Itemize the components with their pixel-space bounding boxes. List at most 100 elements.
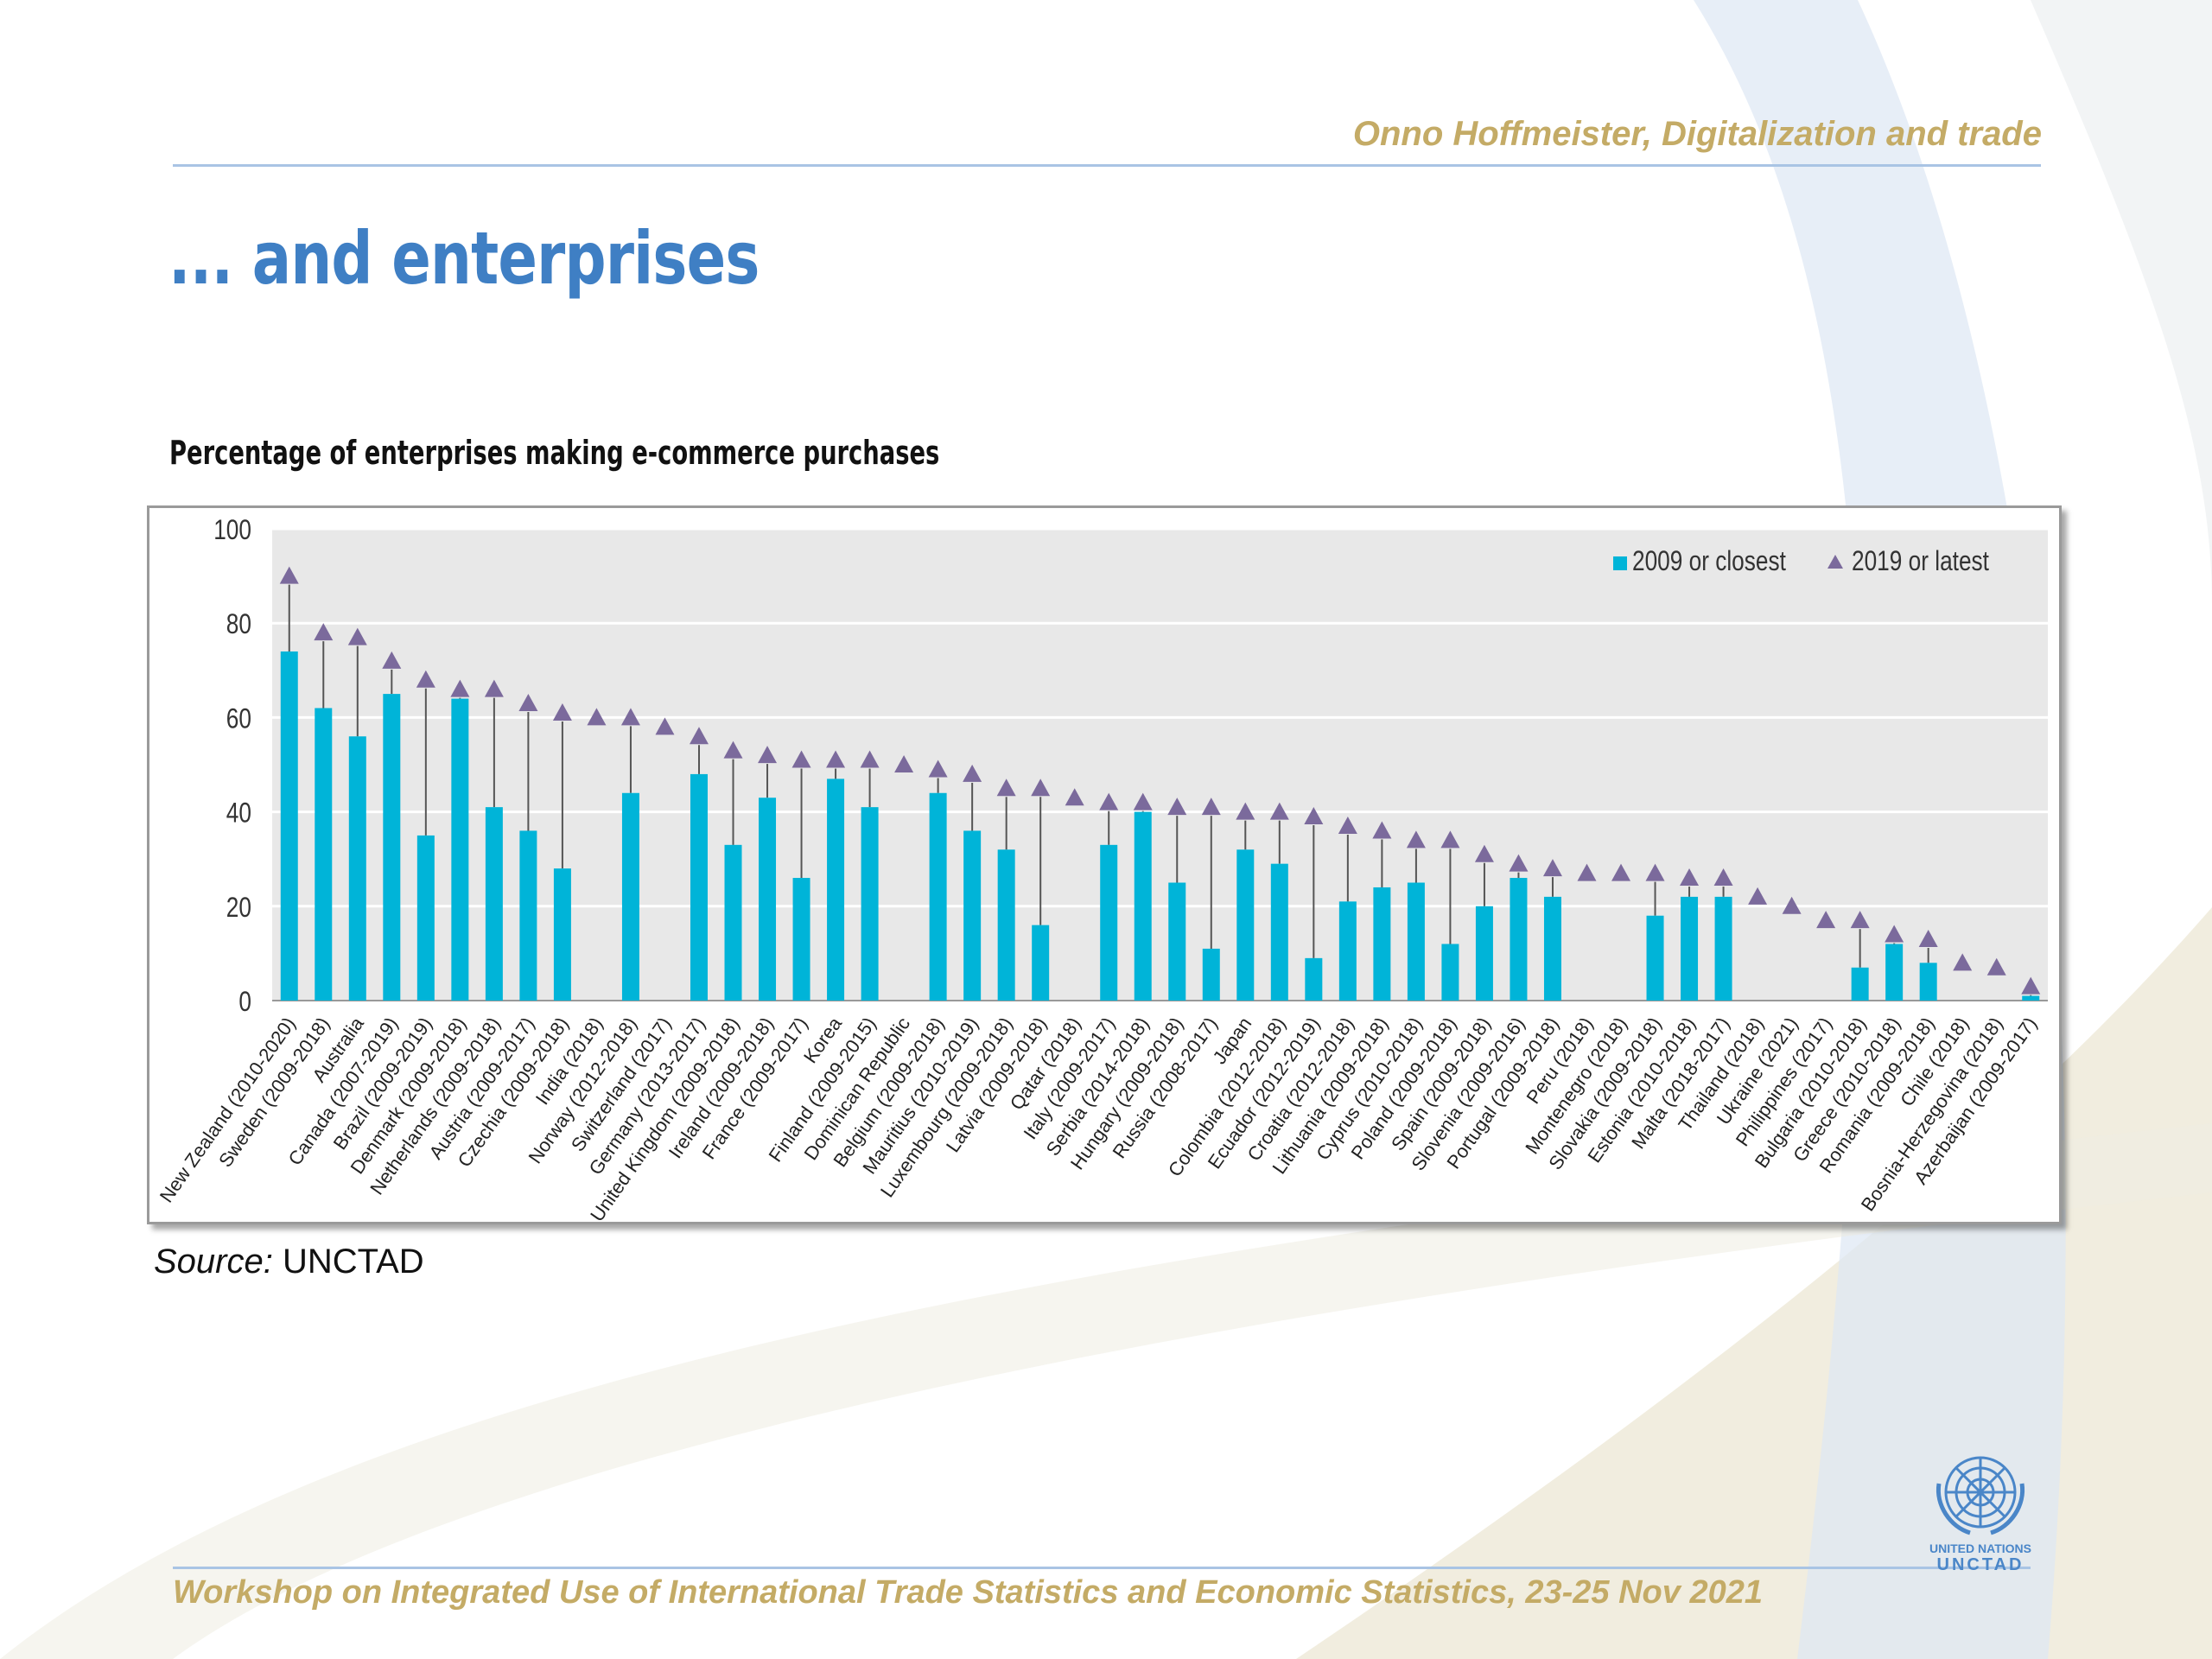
bar-2009: [1202, 948, 1220, 1001]
marker-2019: [723, 741, 743, 759]
source-note: Source: UNCTAD: [154, 1243, 424, 1281]
bar-2009: [963, 830, 982, 1001]
marker-2019: [1269, 802, 1289, 820]
bar-2009: [690, 773, 708, 1001]
marker-2019: [1986, 957, 2006, 976]
marker-2019: [1918, 930, 1938, 948]
marker-2019: [655, 717, 675, 735]
bar-2009: [1134, 811, 1152, 1001]
chart-frame: 0 20 40 60 80 100 New Zealand (2010-2020) Swede…: [147, 505, 2062, 1224]
bar-2009: [724, 844, 742, 1001]
marker-2019: [1372, 821, 1392, 839]
bar-2009: [929, 792, 947, 1001]
marker-2019: [416, 670, 435, 688]
marker-2019: [1065, 788, 1084, 806]
bar-2009: [1681, 896, 1699, 1001]
marker-2019: [1953, 953, 1973, 971]
bar-2009: [1919, 963, 1937, 1001]
x-tick-label: New Zealand (2010-2020): [156, 1014, 300, 1207]
marker-2019: [1850, 911, 1870, 929]
y-tick-label: 60: [226, 704, 251, 734]
bar-2009: [383, 694, 401, 1001]
marker-2019: [314, 623, 334, 641]
un-logo-line1: UNITED NATIONS: [1929, 1541, 2031, 1555]
marker-2019: [996, 779, 1016, 797]
marker-2019: [1611, 863, 1631, 881]
bar-2009: [1373, 887, 1391, 1001]
y-tick-label: 80: [226, 610, 251, 640]
marker-2019: [758, 746, 778, 764]
bar-2009: [416, 835, 435, 1001]
marker-2019: [928, 760, 948, 778]
bar-2009: [1510, 878, 1528, 1001]
bar-2009: [1270, 863, 1288, 1001]
marker-2019: [963, 764, 982, 782]
bar-2009: [1885, 944, 1904, 1001]
bar-2009: [997, 849, 1015, 1001]
bar-2009: [348, 736, 366, 1001]
legend-label-2009: 2009 or closest: [1632, 547, 1786, 577]
marker-2019: [1782, 896, 1802, 914]
bar-2009: [1646, 915, 1664, 1001]
marker-2019: [1645, 863, 1665, 881]
y-tick-label: 0: [238, 988, 251, 1018]
marker-2019: [860, 750, 880, 768]
marker-2019: [826, 750, 846, 768]
marker-2019: [1474, 844, 1494, 862]
marker-2019: [450, 679, 470, 697]
marker-2019: [689, 727, 709, 745]
marker-2019: [587, 708, 607, 726]
marker-2019: [1713, 868, 1733, 887]
source-value: UNCTAD: [282, 1243, 424, 1281]
un-logo-line2: UNCTAD: [1937, 1555, 2024, 1574]
marker-2019: [1885, 925, 1904, 943]
marker-2019: [347, 627, 367, 645]
bar-2009: [792, 878, 810, 1001]
slide-title: ... and enterprises: [168, 216, 760, 301]
bar-2009: [827, 779, 845, 1001]
source-label: Source:: [154, 1243, 273, 1281]
marker-2019: [1201, 798, 1221, 816]
marker-2019: [484, 679, 504, 697]
marker-2019: [382, 651, 402, 669]
bar-2009: [1441, 944, 1459, 1001]
bar-2009: [1851, 967, 1869, 1001]
y-tick-label: 100: [213, 516, 251, 546]
legend-swatch-2009: [1613, 556, 1627, 570]
marker-2019: [1099, 792, 1119, 810]
marker-2019: [518, 694, 538, 712]
marker-2019: [1577, 863, 1597, 881]
bar-2009: [2022, 995, 2040, 1001]
bar-2009: [280, 651, 298, 1001]
marker-2019: [1304, 807, 1324, 825]
bar-2009: [315, 708, 333, 1001]
footer-divider: [173, 1567, 2031, 1569]
slide-author: Onno Hoffmeister, Digitalization and tra…: [1352, 115, 2042, 153]
marker-2019: [1748, 887, 1768, 905]
bar-2009: [759, 798, 777, 1001]
marker-2019: [1509, 854, 1529, 872]
marker-2019: [620, 708, 640, 726]
marker-2019: [1236, 802, 1255, 820]
y-tick-label: 40: [226, 798, 251, 829]
bar-2009: [1475, 906, 1493, 1001]
bar-2009: [485, 807, 503, 1001]
bar-2009: [519, 830, 537, 1001]
marker-2019: [1031, 779, 1051, 797]
marker-2019: [1816, 911, 1836, 929]
marker-2019: [894, 755, 914, 772]
bar-2009: [1032, 925, 1050, 1001]
marker-2019: [2021, 976, 2041, 995]
marker-2019: [1406, 830, 1426, 849]
chart-heading: Percentage of enterprises making e-comme…: [169, 434, 940, 472]
bar-2009: [861, 807, 879, 1001]
footer-text: Workshop on Integrated Use of Internatio…: [173, 1574, 1763, 1611]
bar-2009: [1714, 896, 1732, 1001]
marker-2019: [552, 702, 572, 721]
marker-2019: [1338, 816, 1357, 834]
bar-2009: [1168, 882, 1186, 1001]
bar-2009: [553, 868, 571, 1001]
bar-2009: [621, 792, 639, 1001]
bar-2009: [1100, 844, 1118, 1001]
